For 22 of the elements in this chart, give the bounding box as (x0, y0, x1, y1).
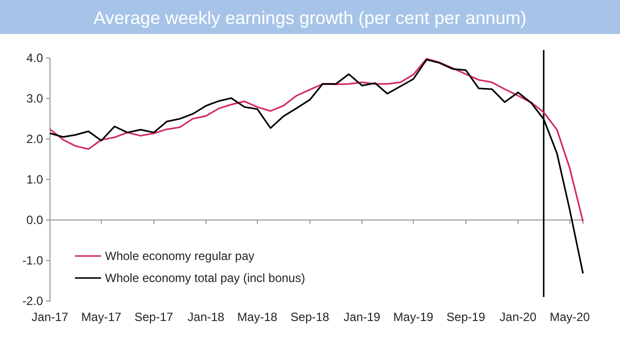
x-tick-label: Jan-18 (188, 310, 225, 324)
x-tick-label: Sep-19 (446, 310, 486, 324)
x-tick-label: May-17 (81, 310, 122, 324)
x-tick-label: Jan-19 (344, 310, 381, 324)
legend-label: Whole economy regular pay (105, 249, 254, 263)
y-tick-label: 4.0 (26, 50, 44, 65)
legend-label: Whole economy total pay (incl bonus) (105, 271, 306, 285)
x-tick-label: May-20 (550, 310, 590, 324)
x-tick-label: May-18 (237, 310, 278, 324)
line-series (49, 58, 584, 222)
x-tick-label: Jan-17 (32, 310, 69, 324)
y-tick-label: 3.0 (26, 91, 44, 106)
chart-title: Average weekly earnings growth (per cent per annum) (94, 8, 526, 28)
y-tick-label: -1.0 (22, 253, 44, 268)
x-tick-label: Sep-18 (290, 310, 330, 324)
x-tick-label: May-19 (393, 310, 434, 324)
y-tick-label: 1.0 (26, 172, 44, 186)
y-tick-label: 2.0 (26, 132, 44, 146)
y-tick-label: 0.0 (26, 212, 44, 227)
x-tick-label: Jan-20 (500, 310, 537, 324)
x-tick-label: Sep-17 (134, 310, 174, 324)
y-tick-label: -2.0 (22, 294, 44, 308)
